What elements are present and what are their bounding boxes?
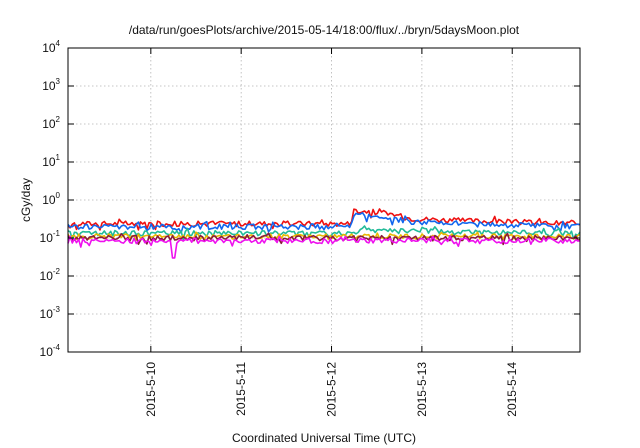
y-tick-label: 103 [42,77,60,93]
grid [68,48,580,352]
y-tick-exponent: 3 [56,77,61,86]
series-line [67,231,581,241]
y-tick-label: 102 [42,115,60,131]
series-line [67,235,581,259]
y-tick-label: 104 [42,39,60,55]
y-tick-exponent: 1 [56,153,61,162]
y-tick-exponent: -1 [53,229,61,238]
y-tick-exponent: -2 [53,267,61,276]
y-tick-base: 10 [42,193,56,207]
y-tick-base: 10 [40,269,54,283]
y-tick-base: 10 [42,79,56,93]
y-tick-base: 10 [40,345,54,359]
y-tick-label: 100 [42,191,60,207]
x-axis-label: Coordinated Universal Time (UTC) [232,431,416,445]
series-line [67,212,581,234]
y-tick-base: 10 [42,155,56,169]
y-tick-label: 101 [42,153,60,169]
x-tick-label: 2015-5-14 [505,362,519,417]
y-tick-base: 10 [42,117,56,131]
y-axis-label: cGy/day [19,178,33,222]
x-tick-label: 2015-5-12 [325,362,339,417]
y-tick-label: 10-2 [40,267,61,283]
y-tick-label: 10-3 [40,305,61,321]
chart-title: /data/run/goesPlots/archive/2015-05-14/1… [129,23,520,37]
y-tick-exponent: 4 [56,39,61,48]
y-tick-base: 10 [40,307,54,321]
series-line [67,208,581,231]
series-line [67,232,581,246]
y-tick-exponent: -4 [53,343,61,352]
series-line [67,225,581,241]
y-tick-label: 10-4 [40,343,61,359]
x-tick-label: 2015-5-10 [144,362,158,417]
y-tick-exponent: 0 [56,191,61,200]
x-tick-label: 2015-5-13 [415,362,429,417]
ticks: 10-410-310-210-11001011021031042015-5-10… [40,39,580,417]
y-tick-label: 10-1 [40,229,61,245]
y-tick-exponent: 2 [56,115,61,124]
y-tick-base: 10 [42,41,56,55]
y-tick-exponent: -3 [53,305,61,314]
y-tick-base: 10 [40,231,54,245]
series-layer [67,208,581,259]
x-tick-label: 2015-5-11 [234,362,248,416]
